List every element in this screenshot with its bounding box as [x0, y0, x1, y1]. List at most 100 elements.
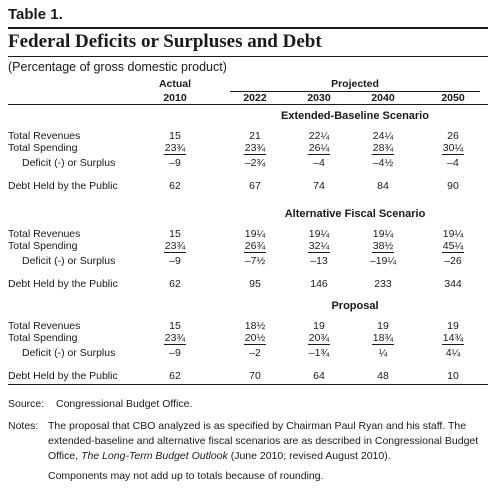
section-heading: Extended-Baseline Scenario — [281, 110, 429, 122]
year-header-2040: 2040 — [371, 92, 395, 104]
year-header-2010: 2010 — [163, 92, 187, 104]
cell-value: 26¾ — [243, 240, 267, 253]
cell-value: 64 — [313, 370, 325, 382]
table-cell: 22¼ — [294, 130, 344, 142]
table-cell: 344 — [428, 278, 478, 290]
cell-value: –4½ — [372, 157, 394, 169]
cell-value: 32¼ — [307, 240, 331, 253]
cell-value: 15 — [169, 320, 181, 332]
row-label: Total Revenues — [8, 130, 81, 142]
table-cell: 19¼ — [230, 228, 280, 240]
table-cell: 45¼ — [428, 240, 478, 253]
row-label: Total Revenues — [8, 228, 81, 240]
cell-value: 84 — [377, 180, 389, 192]
table-cell: 20¾ — [294, 332, 344, 345]
cell-value: 62 — [169, 180, 181, 192]
cell-value: 38½ — [371, 240, 395, 253]
table-cell: 30¼ — [428, 142, 478, 155]
cell-value: 19¼ — [372, 228, 394, 240]
cell-value: –2¾ — [244, 157, 266, 169]
notes-line-3-pre: Office, — [48, 450, 82, 462]
title-rule — [8, 56, 488, 57]
table-cell: ¼ — [358, 347, 408, 359]
table-cell: 18¾ — [358, 332, 408, 345]
cell-value: 20¾ — [307, 332, 331, 345]
cell-value: 48 — [377, 370, 389, 382]
row-label: Deficit (-) or Surplus — [22, 347, 116, 359]
cell-value: 19 — [447, 320, 459, 332]
table-cell: 23¾ — [150, 142, 200, 155]
row-label: Debt Held by the Public — [8, 278, 118, 290]
cell-value: –9 — [169, 255, 181, 267]
section-heading: Alternative Fiscal Scenario — [284, 208, 426, 220]
bottom-rule — [8, 384, 488, 385]
cell-value: 70 — [249, 370, 261, 382]
cell-value: 233 — [374, 278, 392, 290]
table-cell: 23¾ — [230, 142, 280, 155]
table-cell: 23¾ — [150, 332, 200, 345]
table-cell: –2¾ — [230, 157, 280, 169]
cell-value: –9 — [169, 157, 181, 169]
table-cell: 14¾ — [428, 332, 478, 345]
table-cell: 84 — [358, 180, 408, 192]
cell-value: 26 — [447, 130, 459, 142]
cell-value: –7½ — [244, 255, 266, 267]
cell-value: –9 — [169, 347, 181, 359]
row-label: Debt Held by the Public — [8, 180, 118, 192]
row-label: Total Spending — [8, 332, 78, 344]
table-cell: –9 — [150, 255, 200, 267]
table-cell: –4½ — [358, 157, 408, 169]
row-label: Total Spending — [8, 142, 78, 154]
table-cell: 18½ — [230, 320, 280, 332]
table-cell: 32¼ — [294, 240, 344, 253]
year-header-2050: 2050 — [441, 92, 465, 104]
cell-value: 62 — [169, 278, 181, 290]
top-rule — [8, 27, 488, 29]
cell-value: 14¾ — [441, 332, 465, 345]
row-label: Total Spending — [8, 240, 78, 252]
cell-value: 21 — [249, 130, 261, 142]
cell-value: 146 — [310, 278, 328, 290]
cell-value: 344 — [444, 278, 462, 290]
table-cell: –7½ — [230, 255, 280, 267]
table-cell: 146 — [294, 278, 344, 290]
year-header-2030: 2030 — [307, 92, 331, 104]
cell-value: 20½ — [243, 332, 267, 345]
table-cell: 10 — [428, 370, 478, 382]
cell-value: 23¾ — [243, 142, 267, 155]
table-cell: –1¾ — [294, 347, 344, 359]
cell-value: 19 — [313, 320, 325, 332]
cell-value: –26 — [444, 255, 462, 267]
table-cell: –13 — [294, 255, 344, 267]
cell-value: 15 — [169, 228, 181, 240]
table-title: Federal Deficits or Surpluses and Debt — [8, 31, 322, 52]
cell-value: ¼ — [378, 347, 388, 359]
notes-label: Notes: — [8, 420, 39, 432]
notes-line-2: extended-baseline and alternative fiscal… — [48, 435, 479, 447]
table-cell: 15 — [150, 228, 200, 240]
table-cell: 233 — [358, 278, 408, 290]
cell-value: 10 — [447, 370, 459, 382]
cell-value: –2 — [249, 347, 261, 359]
table-cell: –9 — [150, 157, 200, 169]
table-cell: 20½ — [230, 332, 280, 345]
cell-value: –4 — [313, 157, 325, 169]
table-cell: 23¾ — [150, 240, 200, 253]
table-cell: 21 — [230, 130, 280, 142]
notes-report-title: The Long-Term Budget Outlook — [81, 450, 228, 462]
table-cell: 19 — [428, 320, 478, 332]
table-cell: 90 — [428, 180, 478, 192]
notes-line-3: Office, The Long-Term Budget Outlook (Ju… — [48, 449, 391, 464]
notes-line-4: Components may not add up to totals beca… — [48, 470, 324, 482]
table-cell: 19¼ — [358, 228, 408, 240]
table-cell: –4 — [428, 157, 478, 169]
table-cell: –26 — [428, 255, 478, 267]
table-cell: 4¼ — [428, 347, 478, 359]
table-cell: 62 — [150, 180, 200, 192]
header-projected: Projected — [331, 78, 379, 90]
cell-value: 19¼ — [442, 228, 464, 240]
cell-value: 62 — [169, 370, 181, 382]
table-cell: 62 — [150, 370, 200, 382]
cell-value: 23¾ — [163, 332, 187, 345]
table-cell: 19 — [358, 320, 408, 332]
